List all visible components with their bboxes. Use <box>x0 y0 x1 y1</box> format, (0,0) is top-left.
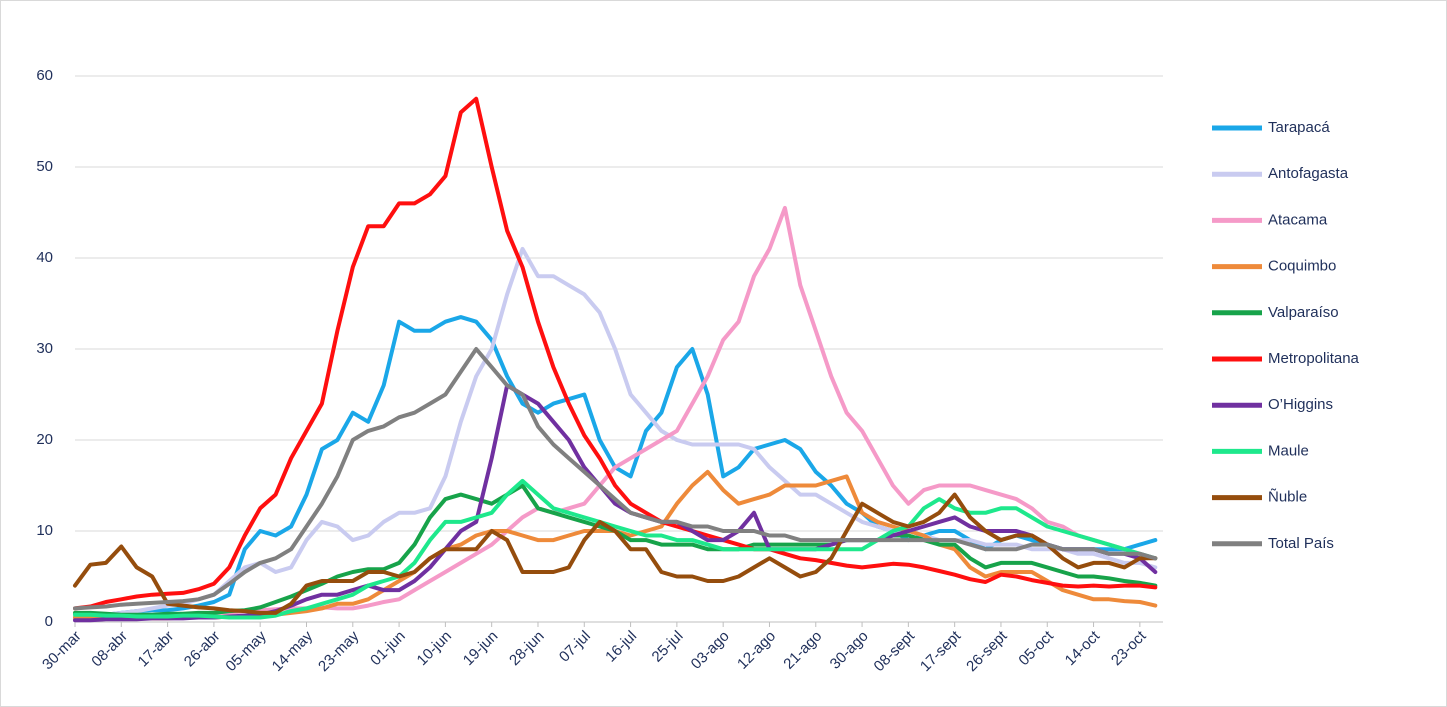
legend-label: Atacama <box>1268 211 1328 228</box>
y-tick-label: 50 <box>36 158 53 175</box>
y-tick-label: 40 <box>36 249 53 266</box>
legend-label: Tarapacá <box>1268 119 1330 136</box>
legend-label: Valparaíso <box>1268 304 1339 321</box>
y-tick-label: 0 <box>45 613 53 630</box>
series-line <box>73 478 1158 620</box>
legend-label: O’Higgins <box>1268 396 1333 413</box>
y-tick-label: 10 <box>36 522 53 539</box>
legend-label: Metropolitana <box>1268 350 1360 367</box>
y-tick-label: 30 <box>36 340 53 357</box>
y-tick-label: 60 <box>36 67 53 84</box>
legend-label: Coquimbo <box>1268 258 1336 275</box>
series-line <box>73 383 1158 623</box>
y-tick-label: 20 <box>36 431 53 448</box>
legend-label: Ñuble <box>1268 489 1307 506</box>
legend-label: Total País <box>1268 535 1334 552</box>
legend-label: Antofagasta <box>1268 165 1349 182</box>
legend-label: Maule <box>1268 442 1309 459</box>
series-line <box>73 347 1158 611</box>
series-line <box>73 492 1158 615</box>
series-line <box>73 96 1158 611</box>
